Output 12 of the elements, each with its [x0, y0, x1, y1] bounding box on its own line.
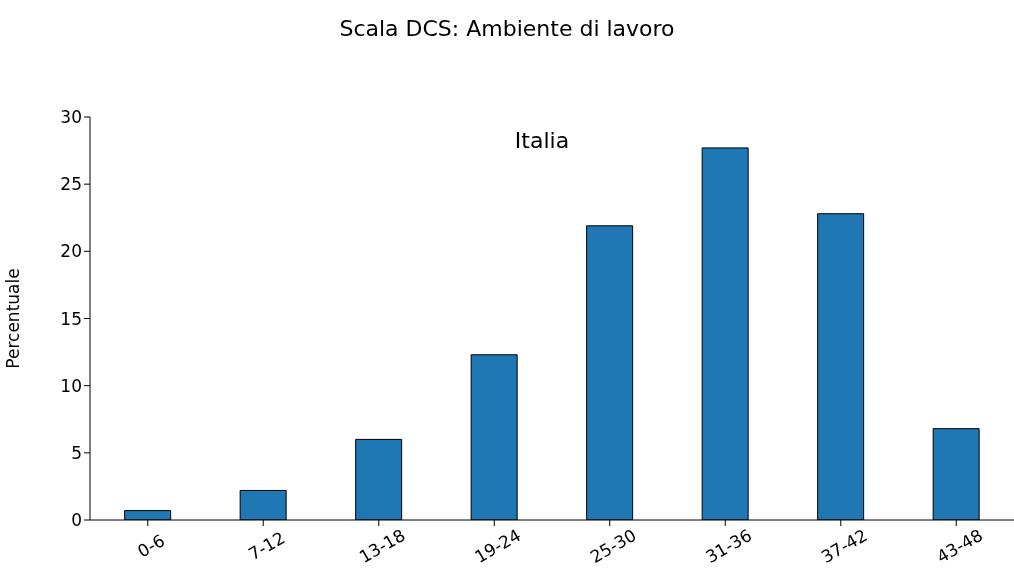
- y-tick-label: 5: [71, 442, 82, 463]
- y-tick-label: 0: [71, 510, 82, 531]
- y-tick-label: 15: [60, 308, 82, 329]
- x-tick-label: 7-12: [244, 527, 289, 565]
- chart-title: Scala DCS: Ambiente di lavoro: [338, 16, 676, 41]
- y-tick-label: 10: [60, 375, 82, 396]
- y-axis-title: Percentuale: [3, 268, 24, 369]
- y-tick-label: 20: [60, 241, 82, 262]
- y-tick-label: 25: [60, 174, 82, 195]
- annotation: Italia: [513, 128, 571, 153]
- x-tick-label: 0-6: [134, 530, 169, 562]
- y-tick-label: 30: [60, 107, 82, 128]
